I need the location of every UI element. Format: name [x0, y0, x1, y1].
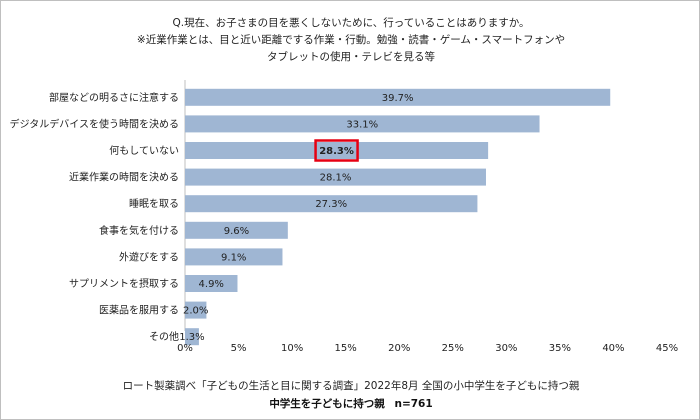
bar-chart: 部屋などの明るさに注意する 39.7% デジタルデバイスを使う時間を決める 33.1%…	[10, 80, 678, 354]
x-tick-label: 5%	[231, 343, 247, 354]
value-label: 4.9%	[199, 279, 224, 290]
bar	[185, 142, 489, 159]
category-label: 外遊びをする	[119, 250, 179, 263]
value-label: 28.3%	[319, 146, 354, 157]
x-tick-label: 0%	[177, 343, 193, 354]
bar	[185, 88, 611, 106]
category-label: 医薬品を服用する	[99, 305, 179, 317]
target-audience: 中学生を子どもに持つ親	[269, 398, 385, 410]
category-label: 近業作業の時間を決める	[69, 171, 179, 184]
category-label: 部屋などの明るさに注意する	[49, 91, 179, 104]
bar	[185, 275, 238, 292]
bar	[185, 248, 283, 266]
value-label: 9.1%	[221, 252, 246, 263]
value-label: 1.3%	[179, 332, 204, 343]
value-label: 9.6%	[224, 226, 249, 237]
x-tick-label: 25%	[442, 343, 464, 354]
category-label: その他	[149, 330, 179, 343]
x-tick-label: 15%	[335, 343, 357, 354]
bar	[185, 168, 486, 186]
highlight-box	[314, 139, 359, 162]
value-label: 39.7%	[382, 93, 414, 104]
value-label: 33.1%	[346, 119, 378, 130]
value-label: 2.0%	[183, 306, 208, 317]
question-line-2: ※近業作業とは、目と近い距離でする作業・行動。勉強・読書・ゲーム・スマートフォン…	[136, 34, 566, 46]
bar	[185, 328, 199, 346]
value-label: 28.1%	[320, 173, 352, 184]
target-label: 中学生を子どもに持つ親 n=761	[1, 396, 700, 411]
x-tick-label: 30%	[495, 343, 517, 354]
category-label: 睡眠を取る	[129, 197, 179, 210]
x-tick-label: 45%	[656, 343, 678, 354]
bar	[185, 301, 207, 319]
question-line-1: Q.現在、お子さまの目を悪くしないために、行っていることはありますか。	[172, 17, 530, 29]
source-note: ロート製薬調べ「子どもの生活と目に関する調査」2022年8月 全国の小中学生を子…	[122, 380, 580, 392]
bar	[185, 221, 288, 239]
x-tick-label: 40%	[602, 343, 624, 354]
question-line-3: タブレットの使用・テレビを見る等	[267, 51, 435, 63]
category-label: 食事を気を付ける	[99, 224, 179, 237]
sample-size: n=761	[394, 398, 433, 410]
x-tick-label: 35%	[549, 343, 571, 354]
category-label: デジタルデバイスを使う時間を決める	[10, 117, 180, 130]
bar	[185, 195, 478, 213]
value-label: 27.3%	[315, 199, 347, 210]
category-label: サプリメントを摂取する	[69, 277, 179, 290]
x-tick-label: 10%	[281, 343, 303, 354]
category-label: 何もしていない	[109, 144, 179, 157]
x-tick-label: 20%	[388, 343, 410, 354]
bar	[185, 115, 540, 133]
